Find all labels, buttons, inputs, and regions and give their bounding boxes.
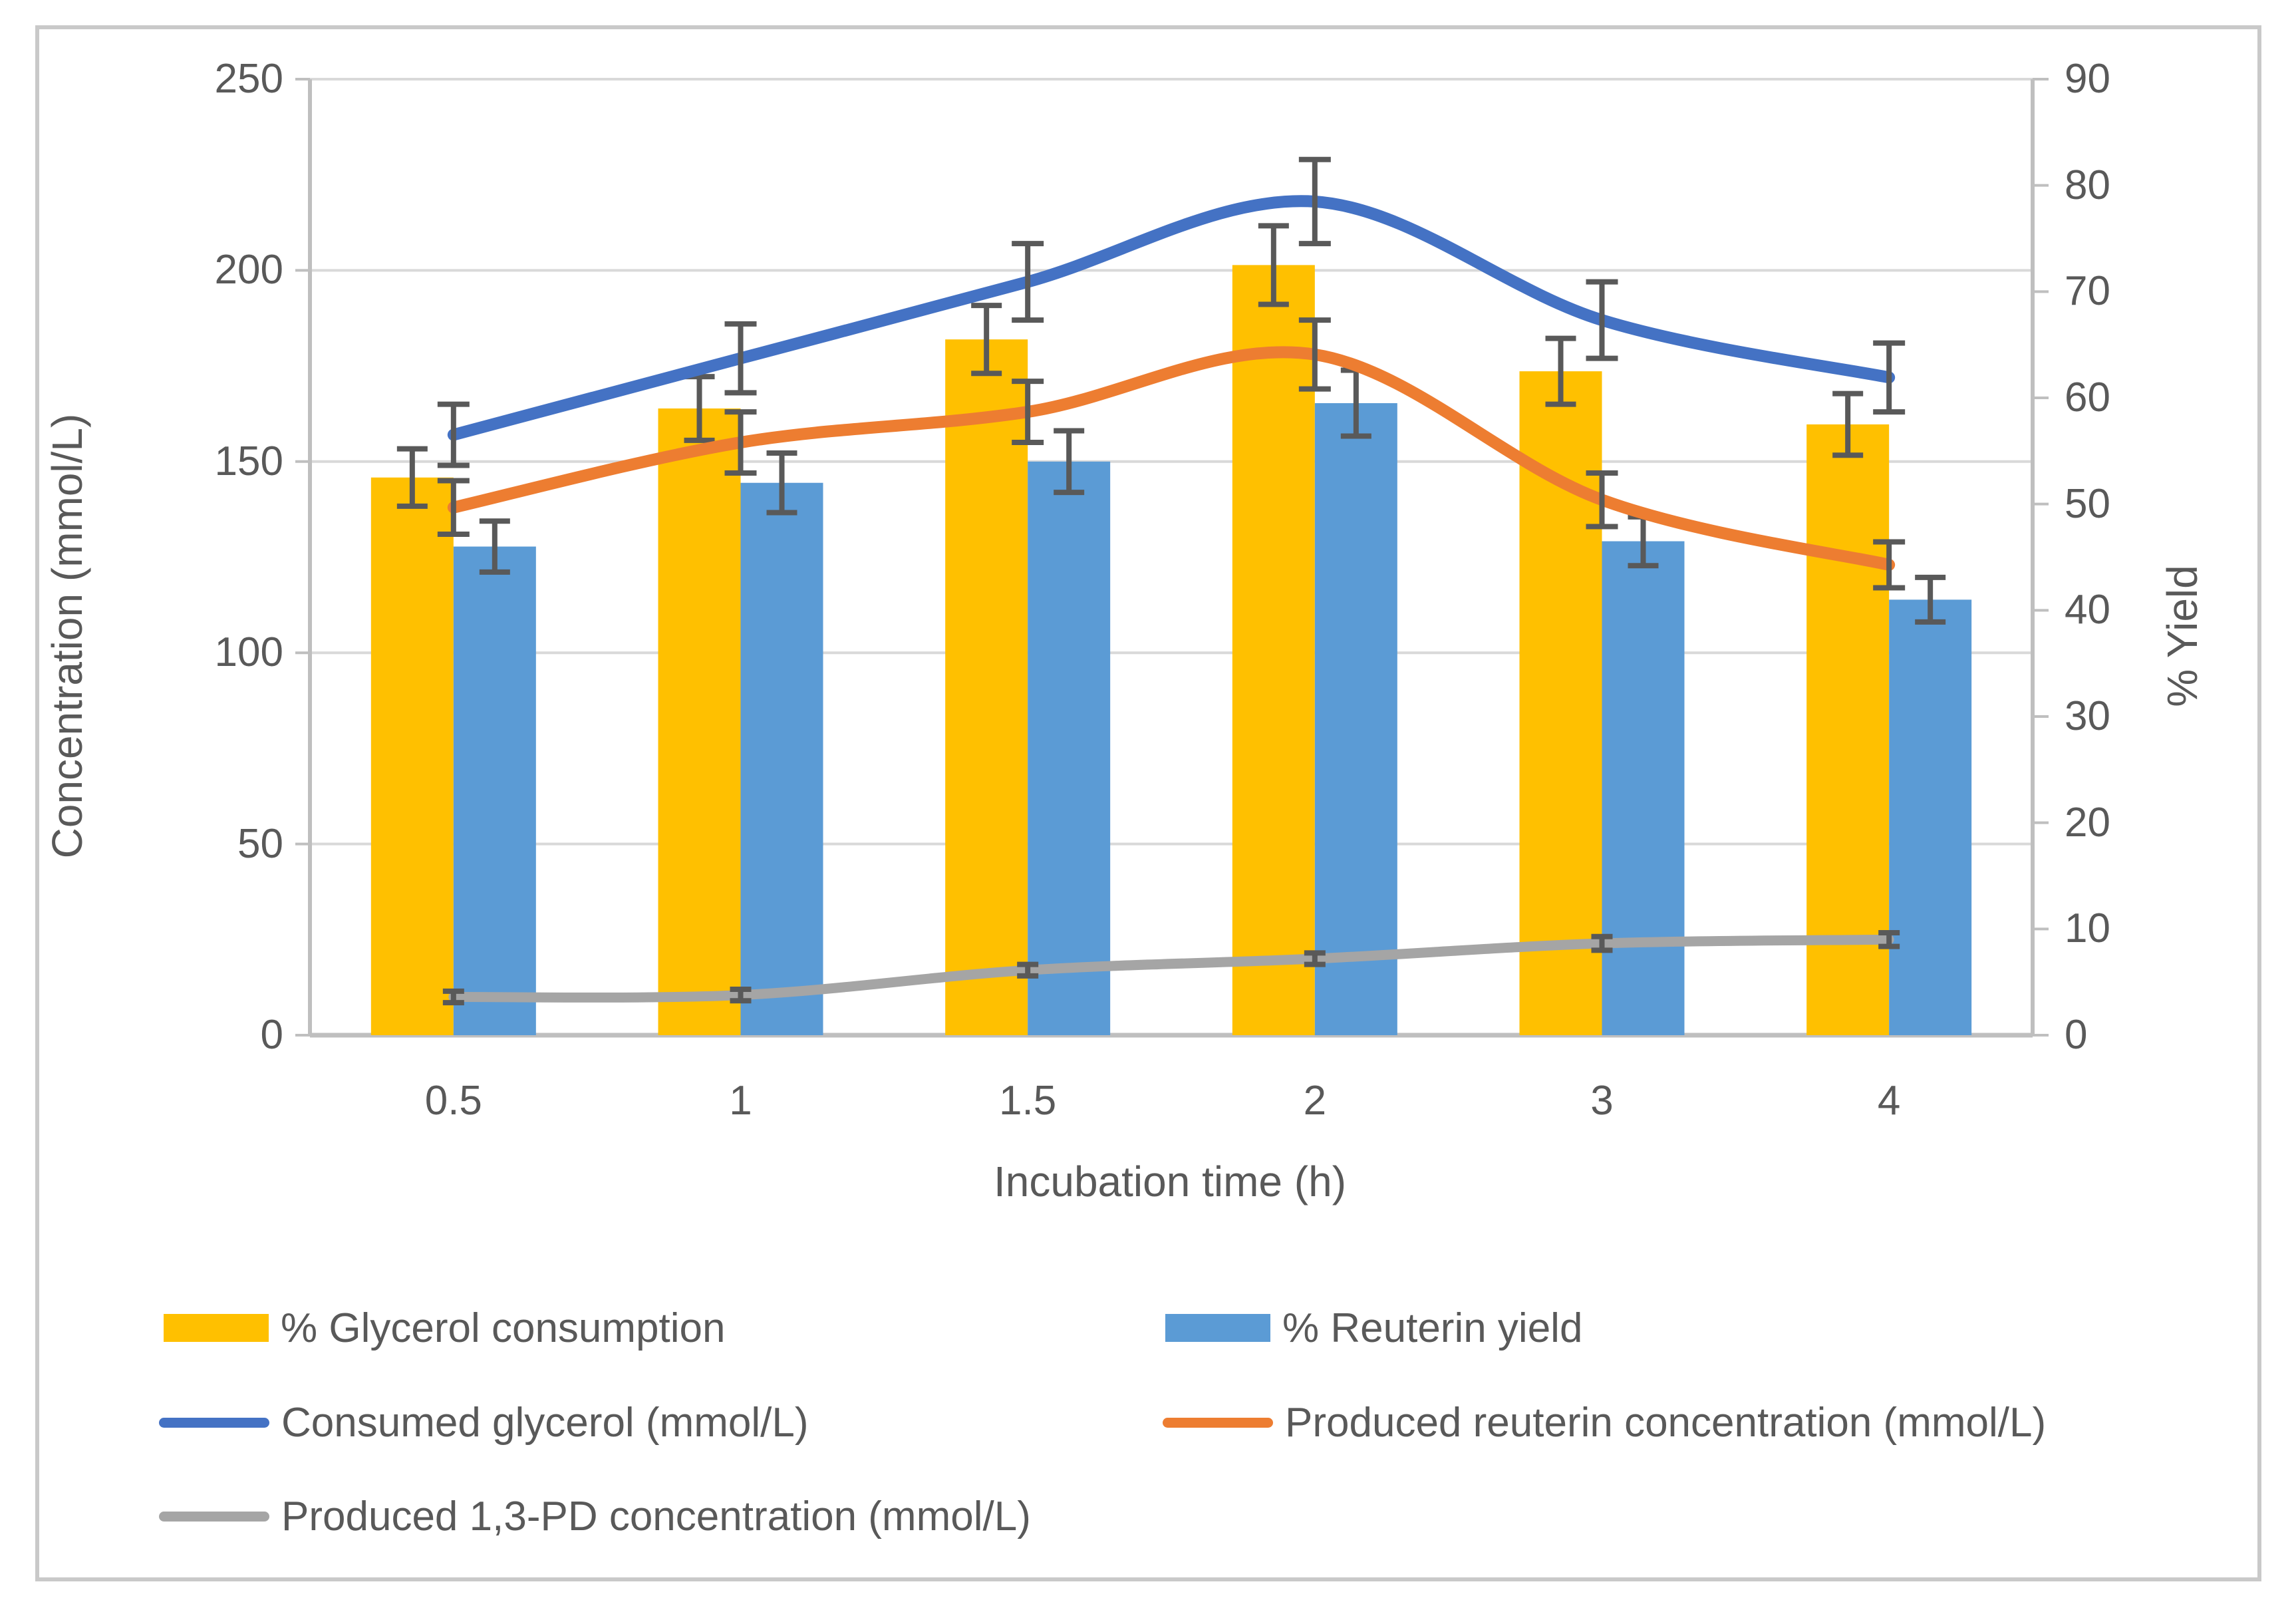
left-axis-title: Concentration (mmol/L) (43, 413, 91, 859)
legend-label: Consumed glycerol (mmol/L) (281, 1399, 809, 1446)
left-axis-tick-label: 200 (214, 247, 283, 293)
legend-item-reuterin-yield: % Reuterin yield (1165, 1300, 1582, 1356)
figure-border: 0 50 100 150 200 250 0 10 20 30 40 50 60 70 80 90 0.5 1… (35, 25, 2261, 1581)
right-axis-title: % Yield (2158, 565, 2206, 707)
legend-label: % Reuterin yield (1282, 1305, 1583, 1351)
left-axis-tick-label: 150 (214, 438, 283, 484)
produced-13pd-swatch (159, 1511, 269, 1522)
produced-13pd-line (448, 934, 1894, 1003)
reuterin-yield-bar (1602, 541, 1685, 1035)
right-axis-tick-label: 80 (2065, 162, 2110, 208)
consumed-glycerol-line (447, 195, 1896, 441)
right-axis-tick-label: 40 (2065, 587, 2110, 633)
glycerol-consumption-swatch (164, 1314, 269, 1342)
left-axis-tick-label: 50 (237, 820, 283, 867)
produced-reuterin-swatch (1163, 1417, 1273, 1428)
right-axis-tick-label: 10 (2065, 905, 2110, 952)
right-axis-tick-label: 50 (2065, 480, 2110, 527)
legend-item-produced-reuterin: Produced reuterin concentration (mmol/L) (1163, 1394, 2046, 1450)
legend-item-consumed-glycerol: Consumed glycerol (mmol/L) (159, 1394, 808, 1450)
legend-label: % Glycerol consumption (281, 1305, 726, 1351)
reuterin-yield-bar (453, 546, 536, 1035)
glycerol-consumption-bar (945, 339, 1028, 1035)
reuterin-yield-bar (740, 482, 823, 1035)
legend-item-produced-13pd: Produced 1,3-PD concentration (mmol/L) (159, 1488, 1031, 1544)
x-axis-tick-label: 0.5 (424, 1078, 482, 1124)
legend-label: Produced reuterin concentration (mmol/L) (1285, 1399, 2047, 1446)
x-axis-tick-label: 4 (1877, 1078, 1901, 1124)
right-axis-tick-label: 70 (2065, 268, 2110, 315)
legend-item-glycerol-consumption: % Glycerol consumption (164, 1300, 726, 1356)
x-axis-tick-label: 3 (1590, 1078, 1614, 1124)
combo-chart-plot-area (295, 78, 2049, 1038)
reuterin-yield-bar (1314, 402, 1397, 1035)
x-axis-title: Incubation time (h) (993, 1158, 1347, 1205)
consumed-glycerol-swatch (159, 1417, 269, 1428)
reuterin-yield-swatch (1165, 1314, 1270, 1342)
glycerol-consumption-bar (1232, 265, 1315, 1036)
x-axis-tick-label: 2 (1303, 1078, 1327, 1124)
right-axis-tick-label: 60 (2065, 375, 2110, 420)
reuterin-yield-bar (1028, 461, 1111, 1035)
glycerol-consumption-bar (1806, 424, 1890, 1035)
x-axis-tick-label: 1 (729, 1078, 752, 1124)
left-axis-tick-label: 250 (214, 56, 283, 102)
produced-reuterin-line (447, 346, 1896, 571)
right-axis-tick-label: 90 (2065, 56, 2110, 102)
left-axis-tick-label: 100 (214, 629, 283, 676)
reuterin-yield-bar (1889, 599, 1972, 1035)
x-axis-tick-label: 1.5 (999, 1078, 1057, 1124)
right-axis-tick-label: 0 (2065, 1012, 2088, 1058)
left-axis-tick-label: 0 (260, 1012, 283, 1058)
right-axis-tick-label: 20 (2065, 799, 2110, 846)
glycerol-consumption-bar (658, 408, 741, 1035)
right-axis-tick-label: 30 (2065, 693, 2110, 739)
legend-label: Produced 1,3-PD concentration (mmol/L) (281, 1493, 1031, 1539)
glycerol-consumption-bar (370, 477, 454, 1035)
